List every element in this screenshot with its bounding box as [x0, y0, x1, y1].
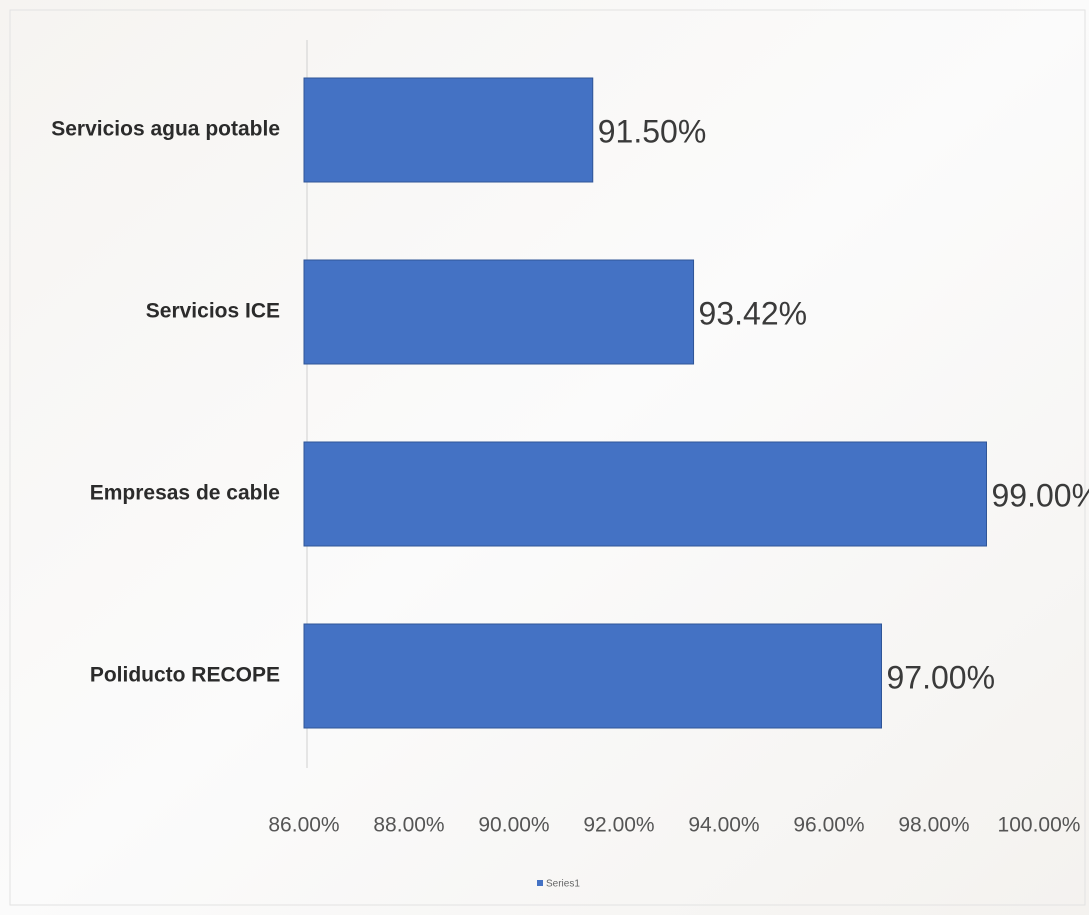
- legend-label: Series1: [546, 879, 580, 890]
- bar: [303, 441, 987, 547]
- value-label: 93.42%: [699, 295, 808, 331]
- x-tick-label: 86.00%: [268, 814, 339, 837]
- category-label: Poliducto RECOPE: [90, 664, 280, 687]
- x-tick-label: 88.00%: [373, 814, 444, 837]
- x-tick-label: 94.00%: [688, 814, 759, 837]
- bar: [303, 623, 882, 729]
- value-label: 91.50%: [598, 113, 707, 149]
- legend-swatch: [537, 880, 543, 886]
- category-label: Empresas de cable: [90, 482, 280, 505]
- category-label: Servicios ICE: [146, 300, 280, 323]
- value-label: 97.00%: [887, 659, 996, 695]
- x-tick-label: 100.00%: [998, 814, 1081, 837]
- chart-frame: [9, 9, 1086, 906]
- x-tick-label: 98.00%: [898, 814, 969, 837]
- bar: [303, 259, 695, 365]
- x-tick-label: 92.00%: [583, 814, 654, 837]
- value-label: 99.00%: [992, 477, 1089, 513]
- x-tick-label: 90.00%: [478, 814, 549, 837]
- x-tick-label: 96.00%: [793, 814, 864, 837]
- category-label: Servicios agua potable: [51, 118, 280, 141]
- bar: [303, 77, 594, 183]
